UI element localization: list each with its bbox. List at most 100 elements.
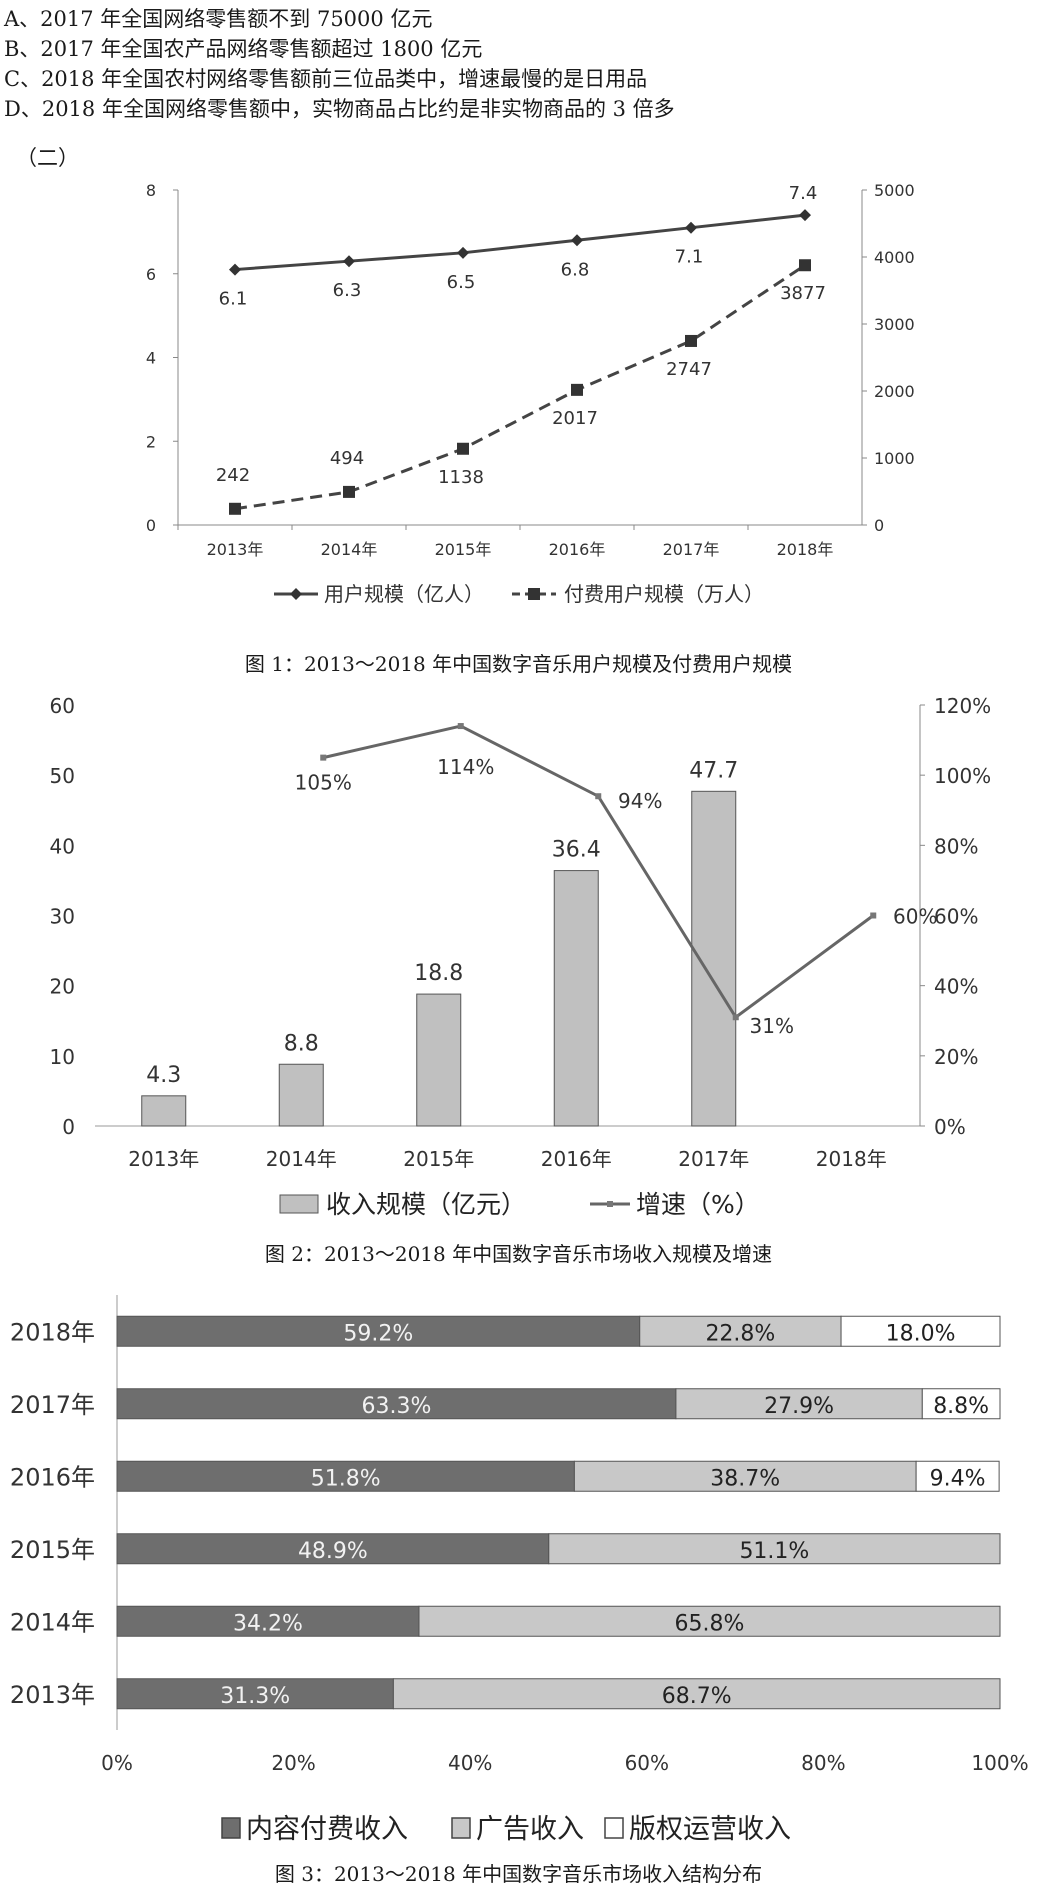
right-tick-label: 1000	[874, 449, 915, 468]
paying-users-label: 1138	[438, 467, 484, 488]
figure1-caption: 图 1：2013～2018 年中国数字音乐用户规模及付费用户规模	[244, 652, 793, 676]
left-tick-label: 10	[50, 1045, 75, 1069]
paying-users-line	[234, 263, 806, 511]
legend-label-copyright: 版权运营收入	[629, 1814, 791, 1845]
user-scale-line	[234, 213, 806, 272]
segment-ads	[675, 1388, 923, 1420]
segment-label: 48.9%	[298, 1539, 368, 1564]
option-d: D、2018 年全国网络零售额中，实物商品占比约是非实物商品的 3 倍多	[4, 97, 675, 121]
category-label: 2016年	[10, 1463, 95, 1491]
chart-revenue-growth: 0 10 20 30 40 50 60 0% 20% 40% 60% 80% 100% 120% 2013年…	[50, 694, 992, 1219]
left-tick-label: 6	[146, 265, 156, 284]
segment-ads	[573, 1460, 917, 1492]
paying-users-point	[457, 442, 469, 455]
segment-label: 51.1%	[739, 1539, 809, 1564]
revenue-bar-label: 47.7	[689, 758, 738, 783]
paying-users-point	[571, 383, 583, 396]
x-tick-label: 2013年	[207, 540, 264, 559]
x-tick-label: 2014年	[266, 1147, 337, 1171]
growth-point	[320, 754, 327, 761]
segment-copyright	[915, 1460, 1000, 1492]
segment-label: 63.3%	[362, 1394, 432, 1419]
segment-label: 9.4%	[930, 1466, 986, 1491]
x-tick-label: 0%	[101, 1751, 133, 1775]
segment-label: 65.8%	[675, 1611, 745, 1636]
figure2-caption: 图 2：2013～2018 年中国数字音乐市场收入规模及增速	[264, 1242, 773, 1266]
x-tick-label: 60%	[625, 1751, 669, 1775]
segment-label: 68.7%	[662, 1684, 732, 1709]
segment-label: 8.8%	[933, 1394, 989, 1419]
segment-ads	[418, 1605, 1001, 1637]
paying-users-label: 242	[216, 465, 250, 486]
segment-label: 27.9%	[764, 1394, 834, 1419]
paying-users-point	[685, 334, 697, 347]
segment-label: 18.0%	[886, 1321, 956, 1346]
x-tick-label: 80%	[801, 1751, 845, 1775]
option-c: C、2018 年全国农村网络零售额前三位品类中，增速最慢的是日用品	[4, 67, 648, 91]
user-scale-label: 6.5	[447, 272, 476, 293]
right-tick-label: 100%	[934, 764, 991, 788]
segment-content	[116, 1533, 550, 1565]
user-scale-point	[571, 234, 583, 247]
x-tick-label: 2017年	[678, 1147, 749, 1171]
legend-swatch-ads	[451, 1817, 471, 1839]
user-scale-label: 6.1	[219, 289, 248, 310]
legend-user-scale-marker	[290, 588, 302, 600]
right-tick-label: 0	[874, 516, 884, 535]
right-tick-label: 40%	[934, 975, 978, 999]
x-tick-label: 2015年	[403, 1147, 474, 1171]
revenue-bar	[553, 870, 599, 1127]
right-tick-label: 5000	[874, 181, 915, 200]
segment-ads	[639, 1315, 842, 1347]
segment-label: 59.2%	[343, 1321, 413, 1346]
user-scale-label: 6.3	[333, 280, 362, 301]
user-scale-point	[457, 246, 469, 259]
x-tick-label: 2018年	[816, 1147, 887, 1171]
segment-label: 38.7%	[710, 1466, 780, 1491]
segment-content	[116, 1315, 641, 1347]
left-tick-label: 50	[50, 764, 75, 788]
user-scale-label: 7.4	[789, 183, 818, 204]
right-tick-label: 20%	[934, 1045, 978, 1069]
right-tick-label: 0%	[934, 1115, 966, 1139]
user-scale-point	[343, 255, 355, 268]
chart-revenue-structure: 2018年 59.2% 22.8% 18.0% 2017年 63.3% 27.9% 8.8% 2…	[10, 1295, 1029, 1845]
growth-point	[595, 793, 602, 800]
paying-users-label: 2747	[666, 359, 712, 380]
segment-copyright	[921, 1388, 1001, 1420]
right-tick-label: 80%	[934, 834, 978, 858]
paying-users-label: 494	[330, 448, 364, 469]
paying-users-label: 2017	[552, 408, 598, 429]
growth-point	[870, 912, 877, 919]
right-tick-label: 4000	[874, 248, 915, 267]
growth-label: 60%	[893, 905, 937, 929]
growth-point	[732, 1014, 739, 1021]
segment-ads	[392, 1678, 1001, 1710]
chart-user-scale: 0 2 4 6 8 0 1000 2000 3000 4000 5000 2013年 2014年 2015…	[146, 181, 915, 606]
segment-label: 51.8%	[311, 1466, 381, 1491]
x-tick-label: 2017年	[663, 540, 720, 559]
x-tick-label: 2018年	[777, 540, 834, 559]
right-tick-label: 2000	[874, 382, 915, 401]
category-label: 2014年	[10, 1608, 95, 1636]
left-tick-label: 20	[50, 975, 75, 999]
segment-label: 31.3%	[220, 1684, 290, 1709]
left-tick-label: 8	[146, 181, 156, 200]
right-tick-label: 3000	[874, 315, 915, 334]
legend-revenue-label: 收入规模（亿元）	[326, 1190, 526, 1219]
legend-user-scale-label: 用户规模（亿人）	[324, 582, 484, 606]
revenue-bar	[141, 1095, 187, 1127]
section-label: （二）	[16, 146, 79, 170]
growth-point	[457, 723, 464, 730]
revenue-bar-label: 4.3	[146, 1063, 181, 1088]
legend-growth-label: 增速（%）	[636, 1190, 760, 1219]
left-tick-label: 4	[146, 349, 156, 368]
user-scale-point	[685, 221, 697, 234]
left-tick-label: 0	[62, 1115, 75, 1139]
paying-users-point	[229, 502, 241, 515]
legend-growth-marker	[607, 1201, 613, 1207]
category-label: 2018年	[10, 1318, 95, 1346]
segment-label: 34.2%	[233, 1611, 303, 1636]
option-b: B、2017 年全国农产品网络零售额超过 1800 亿元	[4, 37, 483, 61]
right-tick-label: 120%	[934, 694, 991, 718]
